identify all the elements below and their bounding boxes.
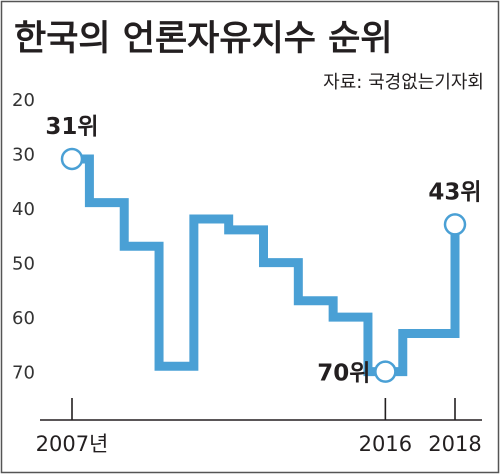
x-tick-label: 2018 (428, 432, 481, 456)
chart-title: 한국의 언론자유지수 순위 (14, 19, 393, 59)
point-marker (443, 213, 467, 236)
x-tick-label: 2016 (359, 432, 412, 456)
point-marker (60, 147, 84, 171)
chart-source: 자료: 국경없는기자회 (323, 72, 484, 93)
y-tick-label: 20 (12, 90, 35, 111)
x-axis: 2007년 2016 2018 (36, 398, 482, 456)
y-tick-label: 40 (12, 199, 35, 220)
y-tick-label: 60 (12, 308, 35, 329)
y-axis-ticks: 20 30 40 50 60 70 (12, 90, 35, 384)
x-tick-label: 2007년 (36, 432, 109, 456)
series-markers (60, 147, 467, 383)
point-marker (374, 360, 397, 383)
data-label: 43위 (428, 179, 481, 205)
data-label: 31위 (45, 114, 98, 140)
y-tick-label: 70 (12, 363, 35, 384)
y-tick-label: 30 (12, 145, 35, 166)
y-tick-label: 50 (12, 254, 35, 275)
annotation-labels: 31위 70위 43위 (45, 114, 481, 387)
data-label: 70위 (317, 361, 370, 387)
